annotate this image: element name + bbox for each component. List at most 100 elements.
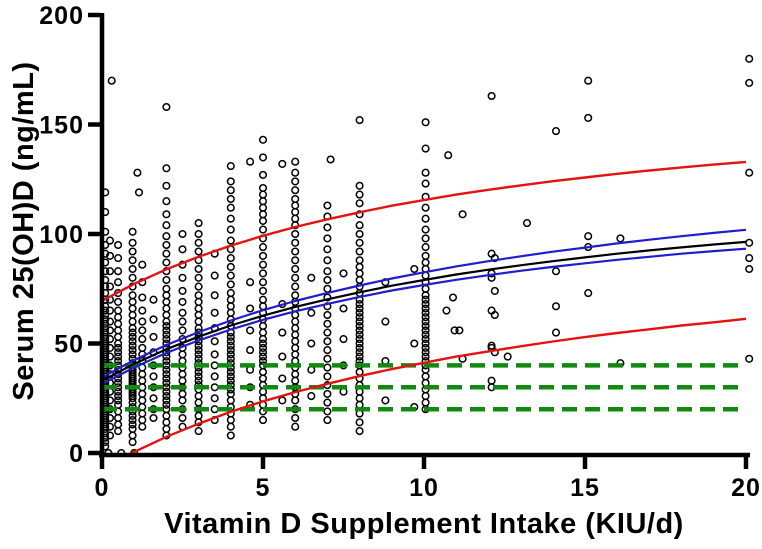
data-point: [162, 387, 171, 396]
data-point: [745, 54, 754, 63]
data-point: [162, 326, 171, 335]
data-point: [246, 326, 255, 335]
data-point: [258, 321, 268, 331]
data-point: [114, 332, 123, 341]
data-point: [522, 219, 532, 228]
data-point: [355, 181, 364, 190]
data-point: [258, 153, 268, 162]
data-point: [291, 247, 300, 256]
data-point: [114, 343, 123, 352]
data-point: [194, 304, 203, 313]
data-point: [210, 308, 219, 317]
data-point: [258, 335, 268, 344]
data-point: [162, 321, 171, 331]
data-point: [291, 350, 300, 359]
data-point: [450, 326, 459, 335]
data-point: [128, 438, 137, 447]
data-point: [149, 372, 158, 381]
data-point: [114, 348, 123, 357]
data-point: [421, 203, 430, 212]
data-point: [258, 339, 268, 348]
data-point: [278, 328, 287, 337]
data-point: [226, 341, 235, 350]
data-point: [355, 308, 364, 317]
data-point: [226, 162, 235, 171]
data-point: [114, 306, 123, 315]
data-point: [291, 396, 300, 405]
data-point: [210, 350, 219, 359]
data-point: [258, 328, 268, 337]
data-point: [291, 317, 300, 326]
data-point: [584, 289, 593, 298]
data-point: [455, 326, 464, 335]
data-point: [138, 335, 147, 344]
data-point: [114, 267, 123, 276]
data-point: [149, 413, 158, 423]
data-point: [114, 387, 123, 396]
data-point: [178, 286, 187, 295]
data-point: [258, 269, 268, 278]
data-point: [226, 308, 235, 317]
data-point: [355, 256, 364, 265]
data-point: [226, 302, 235, 311]
data-point: [114, 396, 123, 405]
data-point: [178, 389, 187, 398]
data-point: [226, 396, 235, 405]
data-point: [138, 306, 147, 315]
data-point: [105, 326, 115, 335]
data-point: [291, 413, 300, 423]
data-point: [194, 350, 203, 359]
data-point: [258, 286, 268, 295]
data-point: [584, 113, 593, 122]
data-point: [226, 186, 235, 195]
data-point: [162, 181, 171, 190]
data-point: [246, 346, 255, 355]
data-point: [421, 251, 430, 260]
data-point: [162, 396, 171, 405]
data-point: [458, 210, 467, 219]
data-point: [194, 219, 203, 228]
data-point: [226, 289, 235, 298]
data-point: [194, 282, 203, 291]
data-point: [138, 326, 147, 335]
data-point: [128, 227, 137, 236]
data-point: [105, 413, 115, 423]
data-point: [339, 335, 348, 344]
data-point: [138, 376, 147, 385]
data-point: [421, 304, 430, 313]
data-point: [421, 308, 430, 317]
data-point: [210, 372, 219, 381]
data-point: [355, 190, 364, 199]
data-point: [226, 236, 235, 245]
data-point: [323, 354, 332, 363]
data-point: [162, 335, 171, 344]
data-point: [162, 392, 171, 401]
data-point: [410, 264, 419, 274]
data-point: [258, 190, 268, 199]
data-point: [355, 221, 364, 230]
data-point: [421, 284, 430, 293]
data-point: [114, 240, 123, 250]
data-point: [355, 352, 364, 361]
data-point: [162, 330, 171, 339]
data-point: [291, 422, 300, 431]
data-point: [162, 291, 171, 300]
data-point: [162, 370, 171, 379]
data-point: [355, 348, 364, 357]
data-point: [421, 321, 430, 331]
data-point: [487, 376, 496, 385]
data-point: [128, 256, 137, 265]
data-point: [178, 308, 187, 317]
data-point: [210, 291, 219, 300]
data-point: [226, 367, 235, 377]
data-point: [194, 354, 203, 363]
data-point: [162, 164, 171, 173]
data-point: [551, 127, 561, 136]
data-point: [291, 324, 300, 333]
data-point: [421, 392, 430, 401]
data-point: [291, 194, 300, 204]
data-point: [291, 168, 300, 177]
data-point: [291, 343, 300, 352]
